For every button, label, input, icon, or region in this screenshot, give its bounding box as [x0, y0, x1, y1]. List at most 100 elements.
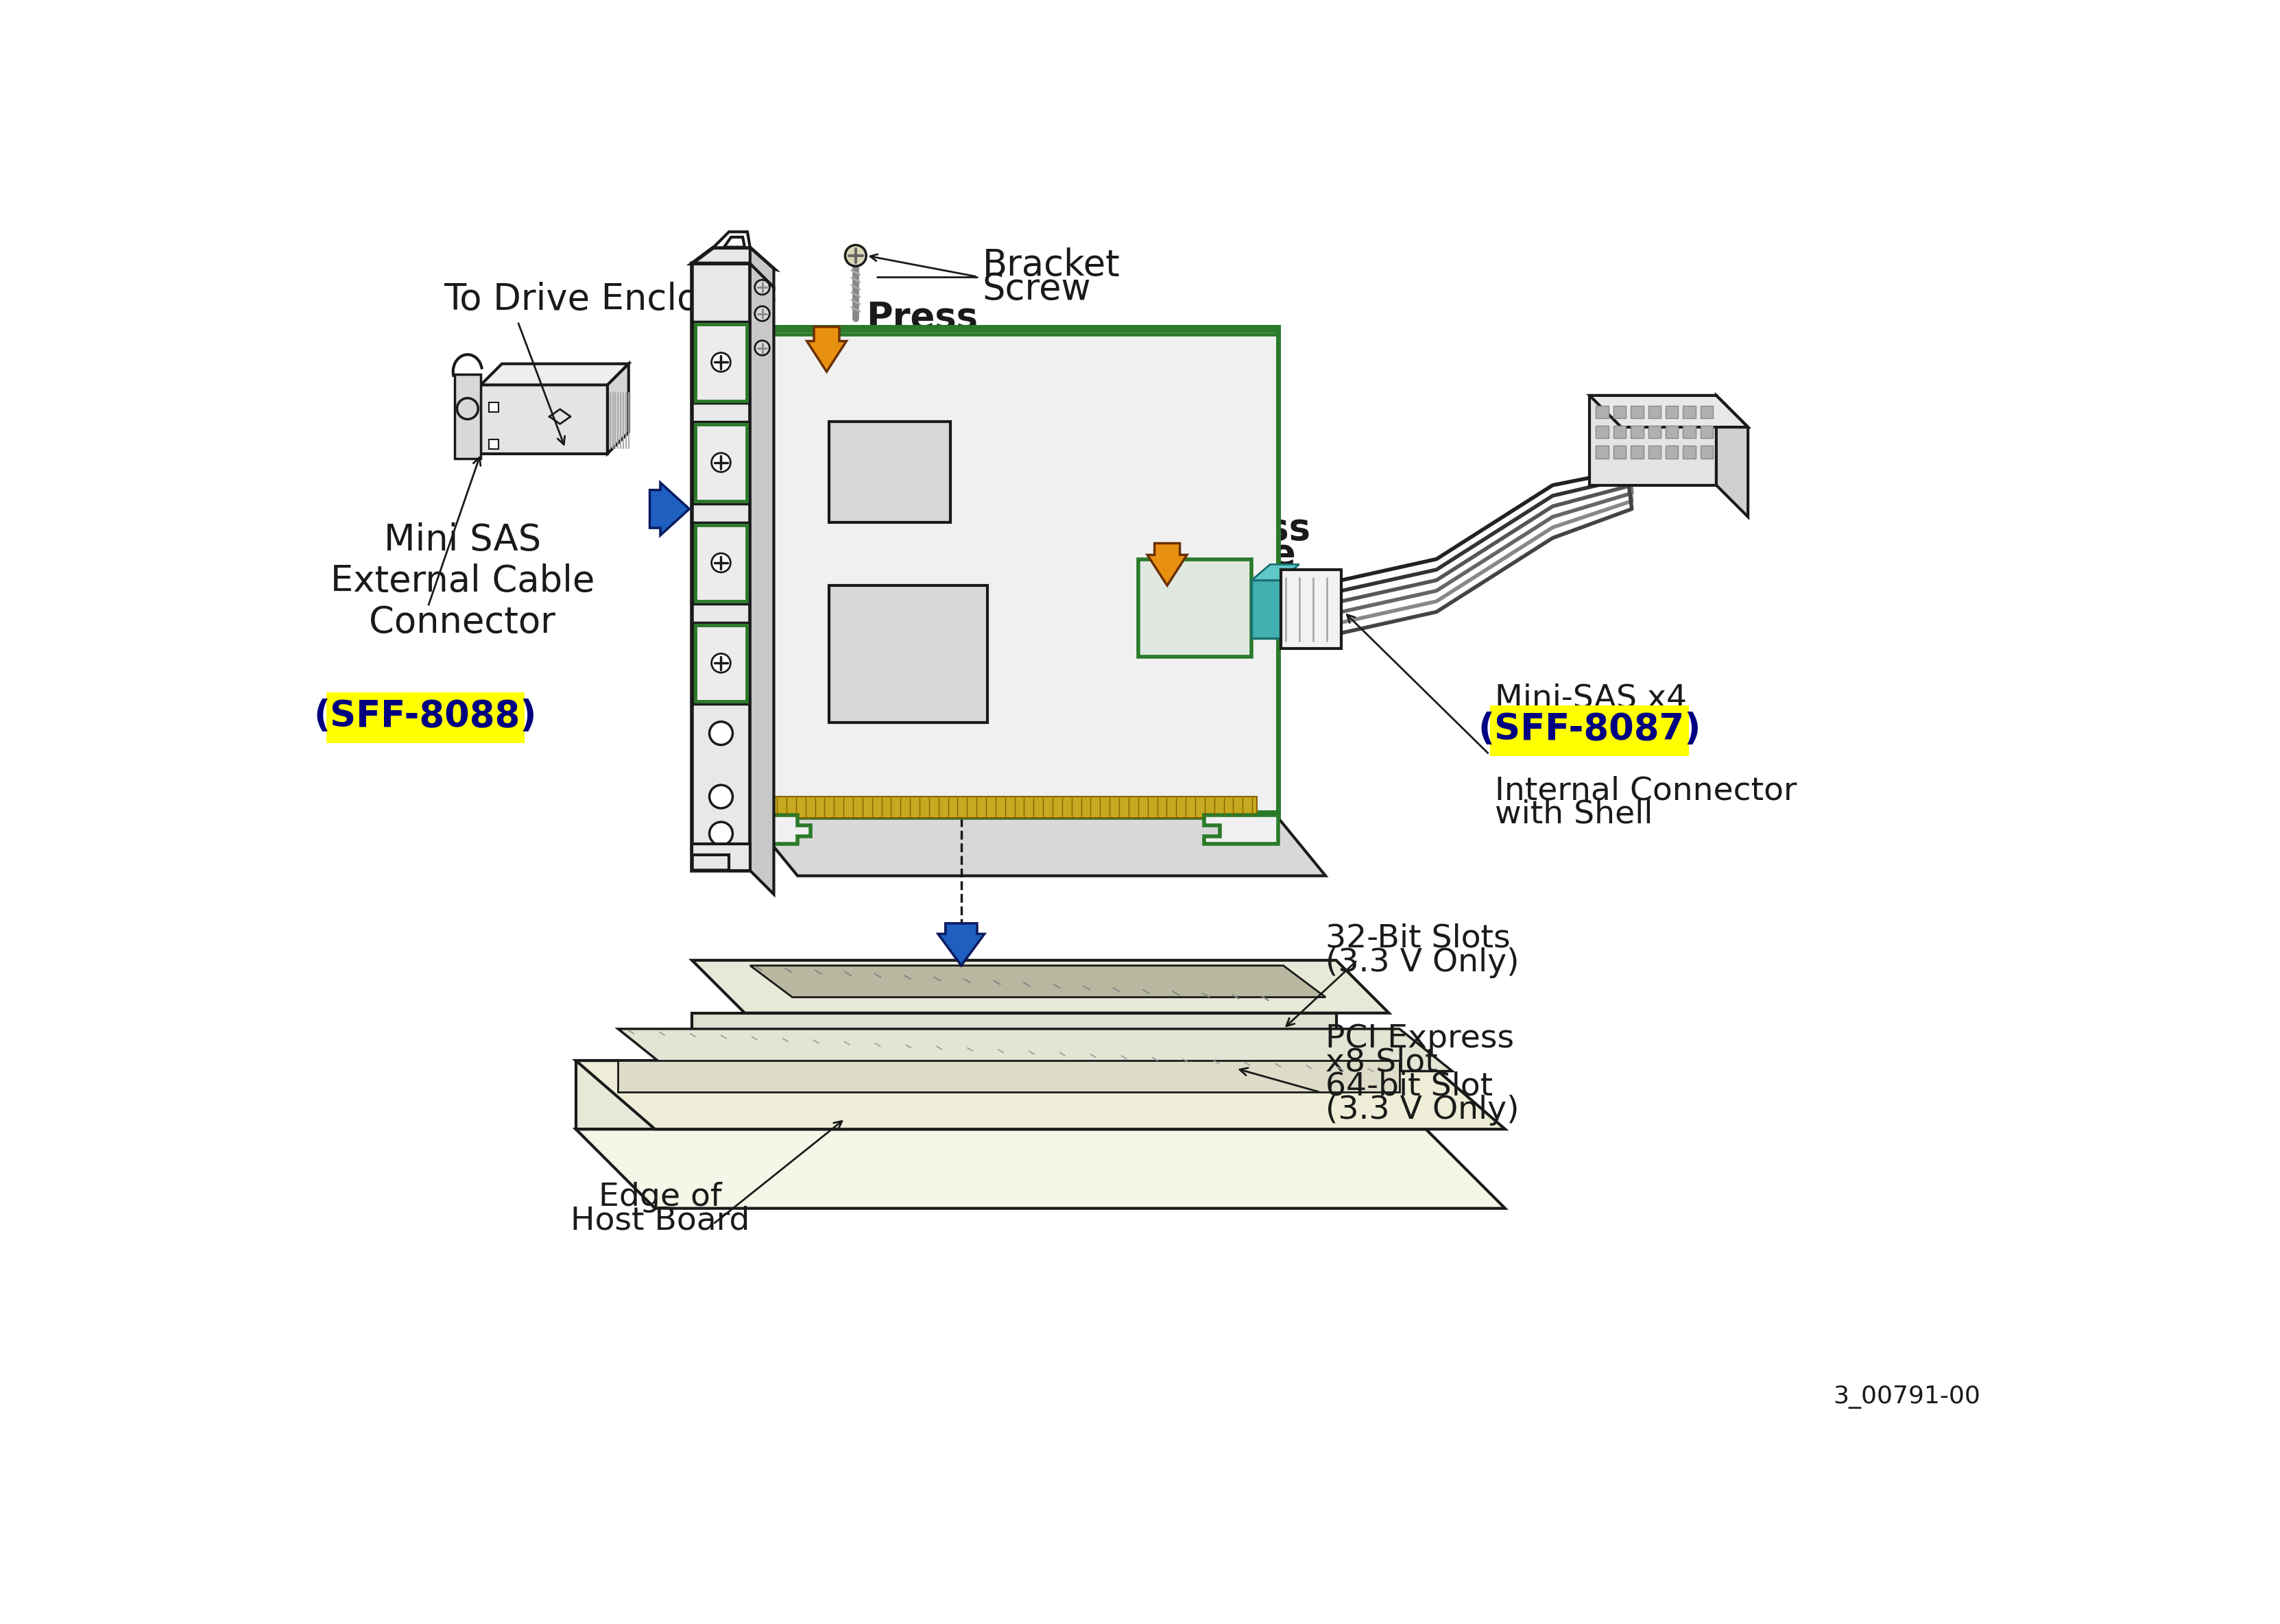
FancyArrow shape	[650, 482, 689, 536]
FancyBboxPatch shape	[1648, 425, 1660, 438]
FancyBboxPatch shape	[326, 692, 524, 742]
Circle shape	[711, 653, 730, 672]
Text: (SFF-8087): (SFF-8087)	[1477, 711, 1701, 747]
Polygon shape	[695, 625, 748, 702]
Text: 3_00791-00: 3_00791-00	[1833, 1385, 1981, 1410]
Polygon shape	[695, 424, 748, 502]
Polygon shape	[1204, 815, 1279, 844]
FancyBboxPatch shape	[1667, 425, 1678, 438]
Circle shape	[755, 307, 771, 322]
Polygon shape	[1281, 570, 1341, 650]
Text: 64-bit Slot: 64-bit Slot	[1325, 1072, 1493, 1103]
Polygon shape	[830, 422, 951, 523]
FancyBboxPatch shape	[1667, 445, 1678, 458]
Polygon shape	[750, 966, 1325, 997]
Polygon shape	[618, 1030, 1452, 1072]
Polygon shape	[693, 622, 750, 705]
Polygon shape	[454, 375, 481, 460]
FancyBboxPatch shape	[1667, 406, 1678, 417]
FancyBboxPatch shape	[488, 403, 499, 412]
Polygon shape	[714, 232, 750, 248]
FancyBboxPatch shape	[1596, 445, 1610, 458]
Polygon shape	[755, 797, 1256, 818]
Polygon shape	[1589, 396, 1749, 427]
FancyBboxPatch shape	[1614, 406, 1626, 417]
Polygon shape	[693, 422, 750, 503]
Polygon shape	[693, 263, 750, 870]
Text: (3.3 V Only): (3.3 V Only)	[1325, 947, 1518, 978]
FancyBboxPatch shape	[1701, 406, 1712, 417]
Polygon shape	[1138, 559, 1252, 656]
Text: Edge of: Edge of	[600, 1182, 723, 1213]
Polygon shape	[577, 1060, 1505, 1129]
Circle shape	[755, 341, 771, 356]
Polygon shape	[481, 385, 606, 453]
Polygon shape	[750, 263, 773, 895]
FancyBboxPatch shape	[1683, 406, 1696, 417]
Polygon shape	[693, 844, 750, 870]
FancyBboxPatch shape	[1648, 406, 1660, 417]
Polygon shape	[1252, 565, 1300, 580]
FancyBboxPatch shape	[1648, 445, 1660, 458]
Polygon shape	[750, 326, 1279, 818]
Text: (3.3 V Only): (3.3 V Only)	[1325, 1095, 1518, 1125]
Circle shape	[755, 279, 771, 294]
FancyBboxPatch shape	[1683, 425, 1696, 438]
Circle shape	[709, 721, 732, 745]
Circle shape	[711, 554, 730, 572]
FancyBboxPatch shape	[1614, 425, 1626, 438]
FancyBboxPatch shape	[1596, 406, 1610, 417]
Text: Bracket: Bracket	[983, 248, 1119, 283]
Circle shape	[846, 245, 866, 266]
FancyArrow shape	[807, 326, 846, 372]
Text: Internal Connector: Internal Connector	[1496, 776, 1797, 807]
Text: Host Board: Host Board	[570, 1205, 750, 1236]
Text: Press: Press	[866, 300, 978, 336]
Circle shape	[709, 822, 732, 844]
Polygon shape	[750, 248, 773, 287]
Polygon shape	[606, 364, 629, 453]
Polygon shape	[752, 815, 812, 844]
FancyBboxPatch shape	[1630, 445, 1644, 458]
FancyBboxPatch shape	[1596, 425, 1610, 438]
Text: Here: Here	[866, 326, 964, 362]
FancyBboxPatch shape	[488, 438, 499, 448]
Circle shape	[709, 784, 732, 809]
Polygon shape	[1717, 396, 1749, 516]
Polygon shape	[618, 1060, 1400, 1093]
Polygon shape	[577, 1060, 1425, 1129]
Text: Screw: Screw	[983, 271, 1092, 307]
FancyBboxPatch shape	[1701, 425, 1712, 438]
Text: Mini SAS
External Cable
Connector: Mini SAS External Cable Connector	[331, 523, 595, 640]
Text: To Drive Enclosure: To Drive Enclosure	[445, 283, 777, 318]
Polygon shape	[1252, 580, 1281, 638]
Polygon shape	[1589, 396, 1717, 486]
Polygon shape	[693, 960, 1389, 1013]
Polygon shape	[577, 1129, 1505, 1208]
FancyBboxPatch shape	[1614, 445, 1626, 458]
FancyBboxPatch shape	[1701, 445, 1712, 458]
FancyBboxPatch shape	[1630, 406, 1644, 417]
Text: x8 Slot: x8 Slot	[1325, 1047, 1439, 1078]
Circle shape	[711, 453, 730, 473]
Polygon shape	[693, 248, 773, 270]
FancyBboxPatch shape	[1630, 425, 1644, 438]
Text: with Shell: with Shell	[1496, 799, 1653, 830]
Polygon shape	[695, 525, 748, 601]
FancyBboxPatch shape	[1491, 705, 1689, 757]
FancyArrow shape	[1147, 544, 1188, 586]
FancyArrow shape	[937, 924, 985, 966]
Polygon shape	[830, 586, 987, 723]
Text: PCI Express: PCI Express	[1325, 1023, 1514, 1054]
Circle shape	[711, 352, 730, 372]
Text: Mini-SAS x4: Mini-SAS x4	[1496, 684, 1687, 715]
Polygon shape	[693, 523, 750, 604]
Text: Here: Here	[1199, 538, 1295, 573]
FancyBboxPatch shape	[1683, 445, 1696, 458]
Polygon shape	[750, 818, 1325, 875]
Polygon shape	[695, 325, 748, 401]
Text: (SFF-8088): (SFF-8088)	[315, 698, 536, 734]
Polygon shape	[693, 1013, 1336, 1060]
Text: 32-Bit Slots: 32-Bit Slots	[1325, 924, 1509, 955]
Polygon shape	[481, 364, 629, 385]
